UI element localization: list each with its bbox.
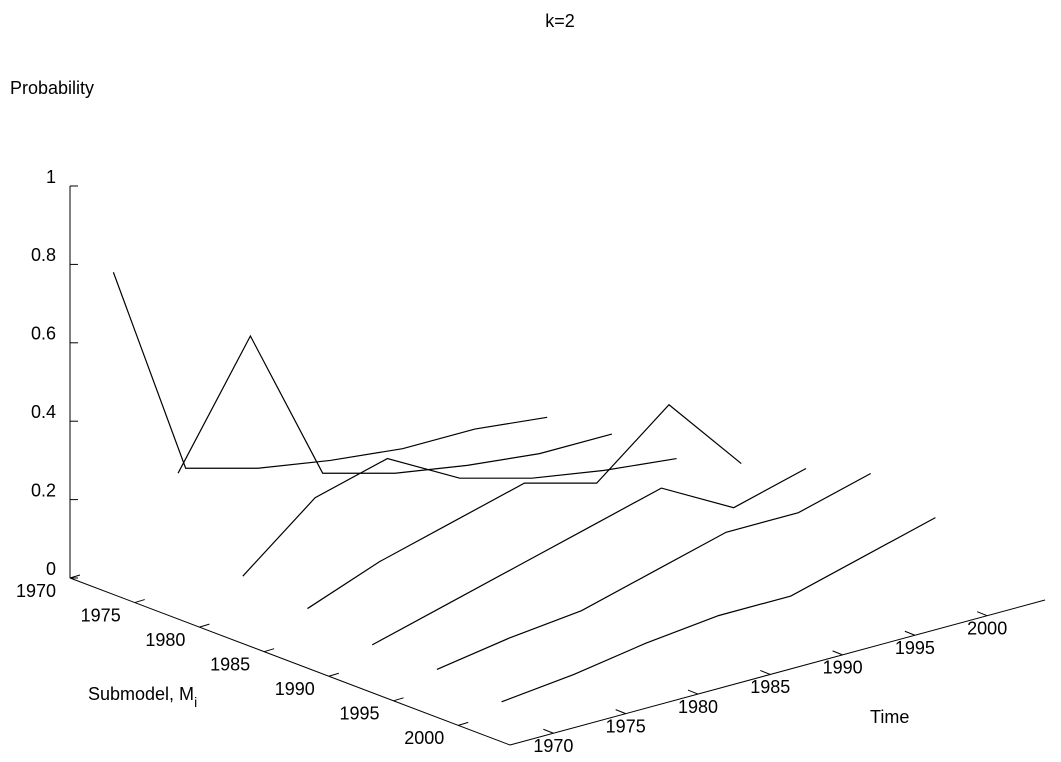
submodel-label-main: Submodel, M: [88, 684, 194, 704]
submodel-tick: [199, 623, 210, 628]
surface-line: [436, 472, 871, 670]
submodel-tick: [393, 697, 404, 702]
submodel-label-sub: i: [194, 694, 197, 710]
submodel-axis-label: Submodel, Mi: [88, 684, 197, 710]
time-tick-label: 1985: [750, 677, 790, 697]
z-axis-label: Probability: [10, 78, 94, 98]
submodel-tick-label: 1970: [16, 581, 56, 601]
time-tick: [904, 630, 916, 636]
submodel-tick-label: 1985: [210, 654, 250, 674]
z-tick-label: 0.8: [31, 245, 56, 265]
submodel-tick-label: 2000: [404, 728, 444, 748]
time-tick: [615, 709, 626, 715]
surface-line: [242, 457, 677, 577]
time-tick-label: 1970: [533, 736, 573, 756]
time-tick-label: 1995: [895, 638, 935, 658]
submodel-axis: [69, 577, 511, 746]
z-tick-label: 0: [46, 559, 56, 579]
z-tick-label: 0.4: [31, 402, 56, 422]
time-tick: [687, 689, 699, 695]
time-tick: [832, 650, 843, 656]
submodel-tick: [69, 574, 81, 579]
time-tick: [543, 728, 554, 734]
submodel-tick-label: 1975: [81, 605, 121, 625]
surface-line: [307, 403, 742, 610]
z-tick-label: 0.2: [31, 480, 56, 500]
time-tick: [760, 669, 771, 675]
surface-line: [177, 334, 613, 474]
surface-line: [501, 517, 936, 703]
submodel-tick: [263, 648, 275, 653]
chart-title: k=2: [545, 11, 575, 31]
surface-line: [371, 467, 807, 646]
z-tick-label: 0.6: [31, 324, 56, 344]
time-tick: [976, 611, 988, 617]
time-tick-label: 2000: [967, 618, 1007, 638]
surface-line: [112, 272, 548, 469]
submodel-tick: [134, 599, 145, 604]
time-axis-label: Time: [870, 707, 909, 727]
time-tick-label: 1975: [606, 716, 646, 736]
submodel-tick-label: 1980: [145, 630, 185, 650]
time-tick-label: 1990: [823, 658, 863, 678]
submodel-tick: [328, 672, 339, 677]
submodel-tick-label: 1995: [339, 704, 379, 724]
time-tick-label: 1980: [678, 697, 718, 717]
z-tick-label: 1: [46, 167, 56, 187]
submodel-tick: [458, 721, 469, 726]
time-axis: [509, 599, 1046, 746]
submodel-tick-label: 1990: [275, 679, 315, 699]
